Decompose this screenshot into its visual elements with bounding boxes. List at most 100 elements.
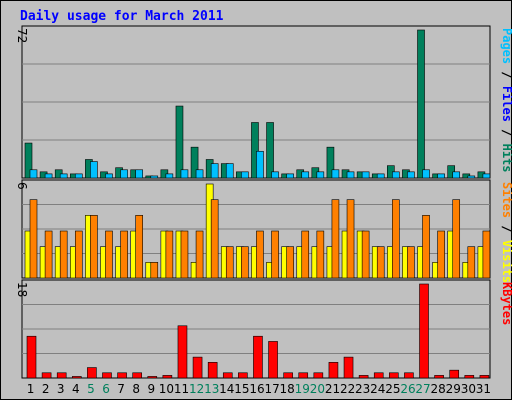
- bar-sites-day-12: [195, 230, 204, 279]
- bar-files-day-29: [452, 171, 461, 179]
- side-legend-part: Files: [500, 86, 512, 122]
- bar-files-day-8: [135, 169, 143, 179]
- bar-kbytes-day-9: [147, 376, 158, 379]
- bar-sites-day-29: [452, 199, 461, 279]
- x-tick-label-day-29: 29: [446, 382, 461, 396]
- bar-kbytes-day-6: [102, 372, 112, 379]
- bar-sites-day-27: [422, 215, 430, 279]
- x-axis-day-labels: 1 2 3 4 5 6 7 8 9 10 11 12 13 14 15 16 17 18 19 20 21 22 23 24 2…: [27, 382, 491, 396]
- side-legend-part: /: [500, 64, 512, 86]
- panel-kbytes: 18 KBytes: [15, 279, 512, 379]
- x-tick-label-day-8: 8: [132, 382, 140, 396]
- bar-kbytes-day-27: [419, 283, 429, 379]
- panel-visits-sites: 6 Sites / Visits: [15, 179, 512, 283]
- bar-kbytes-day-4: [71, 376, 82, 379]
- y-axis-max-label: 6: [15, 182, 29, 190]
- x-tick-label-day-5: 5: [87, 382, 95, 396]
- bar-sites-day-25: [392, 199, 400, 279]
- x-tick-label-day-4: 4: [72, 382, 80, 396]
- bar-files-day-23: [361, 171, 370, 179]
- bar-files-day-11: [180, 169, 189, 179]
- bar-files-day-20: [316, 171, 325, 179]
- bar-kbytes-day-13: [207, 362, 218, 379]
- x-tick-label-day-6: 6: [102, 382, 110, 396]
- bar-hits-day-12: [190, 146, 199, 179]
- bar-kbytes-day-8: [132, 372, 142, 379]
- bar-files-day-24: [376, 173, 385, 179]
- bar-sites-day-15: [241, 246, 249, 279]
- bar-kbytes-day-16: [253, 335, 263, 379]
- bar-sites-day-23: [361, 230, 370, 279]
- bar-files-day-21: [331, 169, 340, 179]
- bar-kbytes-day-11: [177, 325, 188, 379]
- bar-files-day-3: [59, 173, 68, 179]
- x-tick-label-day-9: 9: [148, 382, 156, 396]
- bar-hits-day-17: [266, 122, 274, 179]
- bar-kbytes-day-20: [313, 372, 324, 379]
- x-tick-label-day-11: 11: [174, 382, 189, 396]
- bar-sites-day-21: [331, 199, 340, 279]
- x-tick-label-day-28: 28: [431, 382, 446, 396]
- side-legend-part: /: [500, 122, 512, 144]
- bar-sites-day-18: [286, 246, 294, 279]
- bar-files-day-31: [482, 173, 491, 179]
- panel-hits-files-pages: 72 Pages / Files / Hits: [15, 25, 512, 179]
- bar-files-day-15: [241, 171, 249, 179]
- x-tick-label-day-21: 21: [325, 382, 340, 396]
- bar-files-day-2: [44, 173, 53, 179]
- bar-kbytes-day-2: [41, 372, 52, 379]
- side-legend-part: Hits: [500, 144, 512, 173]
- bar-files-day-9: [150, 175, 159, 179]
- bar-kbytes-day-5: [87, 367, 97, 379]
- bar-files-day-22: [346, 171, 355, 179]
- bar-sites-day-28: [437, 230, 445, 279]
- bar-files-day-7: [120, 169, 128, 179]
- chart-title: Daily usage for March 2011: [20, 9, 224, 24]
- x-tick-label-day-1: 1: [27, 382, 35, 396]
- x-tick-label-day-31: 31: [476, 382, 491, 396]
- bar-kbytes-day-19: [298, 372, 309, 379]
- bar-kbytes-day-28: [434, 375, 444, 379]
- bar-kbytes-day-7: [117, 372, 127, 379]
- bar-kbytes-day-31: [479, 375, 490, 379]
- x-tick-label-day-14: 14: [219, 382, 234, 396]
- bar-files-day-14: [225, 163, 234, 179]
- bar-files-day-16: [256, 150, 264, 179]
- bar-sites-day-11: [180, 230, 189, 279]
- x-tick-label-day-26: 26: [400, 382, 415, 396]
- x-tick-label-day-2: 2: [42, 382, 50, 396]
- x-tick-label-day-13: 13: [204, 382, 219, 396]
- x-tick-label-day-18: 18: [280, 382, 295, 396]
- bar-files-day-4: [74, 173, 83, 179]
- x-tick-label-day-30: 30: [461, 382, 476, 396]
- bar-files-day-28: [437, 173, 445, 179]
- side-legend-part: /: [500, 218, 512, 240]
- bar-sites-day-8: [135, 215, 143, 279]
- side-legend-part: Visits: [500, 240, 512, 283]
- bar-files-day-25: [392, 171, 400, 179]
- side-legend-hits-files-pages: Pages / Files / Hits: [500, 28, 512, 173]
- bar-kbytes-day-29: [449, 369, 460, 379]
- x-tick-label-day-10: 10: [159, 382, 174, 396]
- bar-kbytes-day-12: [192, 356, 203, 379]
- bar-sites-day-2: [44, 230, 53, 279]
- bar-sites-day-26: [407, 246, 415, 279]
- bar-sites-day-6: [105, 230, 113, 279]
- side-legend-part: KBytes: [500, 282, 512, 325]
- side-legend-kbytes: KBytes: [500, 282, 512, 325]
- chart-panels: 72 Pages / Files / Hits 6 Sites / Visits 18 K…: [15, 25, 512, 379]
- bar-files-day-1: [29, 169, 38, 179]
- bar-files-day-27: [422, 169, 430, 179]
- bar-kbytes-day-14: [222, 372, 233, 379]
- bar-kbytes-day-24: [373, 372, 384, 379]
- bar-sites-day-3: [59, 230, 68, 279]
- bar-sites-day-16: [256, 230, 264, 279]
- x-tick-label-day-7: 7: [117, 382, 125, 396]
- bar-hits-day-27: [417, 29, 425, 179]
- x-tick-label-day-17: 17: [264, 382, 279, 396]
- bar-kbytes-day-22: [343, 356, 354, 379]
- bar-kbytes-day-1: [26, 335, 37, 379]
- bar-files-day-5: [90, 161, 98, 179]
- bar-kbytes-day-3: [56, 372, 67, 379]
- x-tick-label-day-12: 12: [189, 382, 204, 396]
